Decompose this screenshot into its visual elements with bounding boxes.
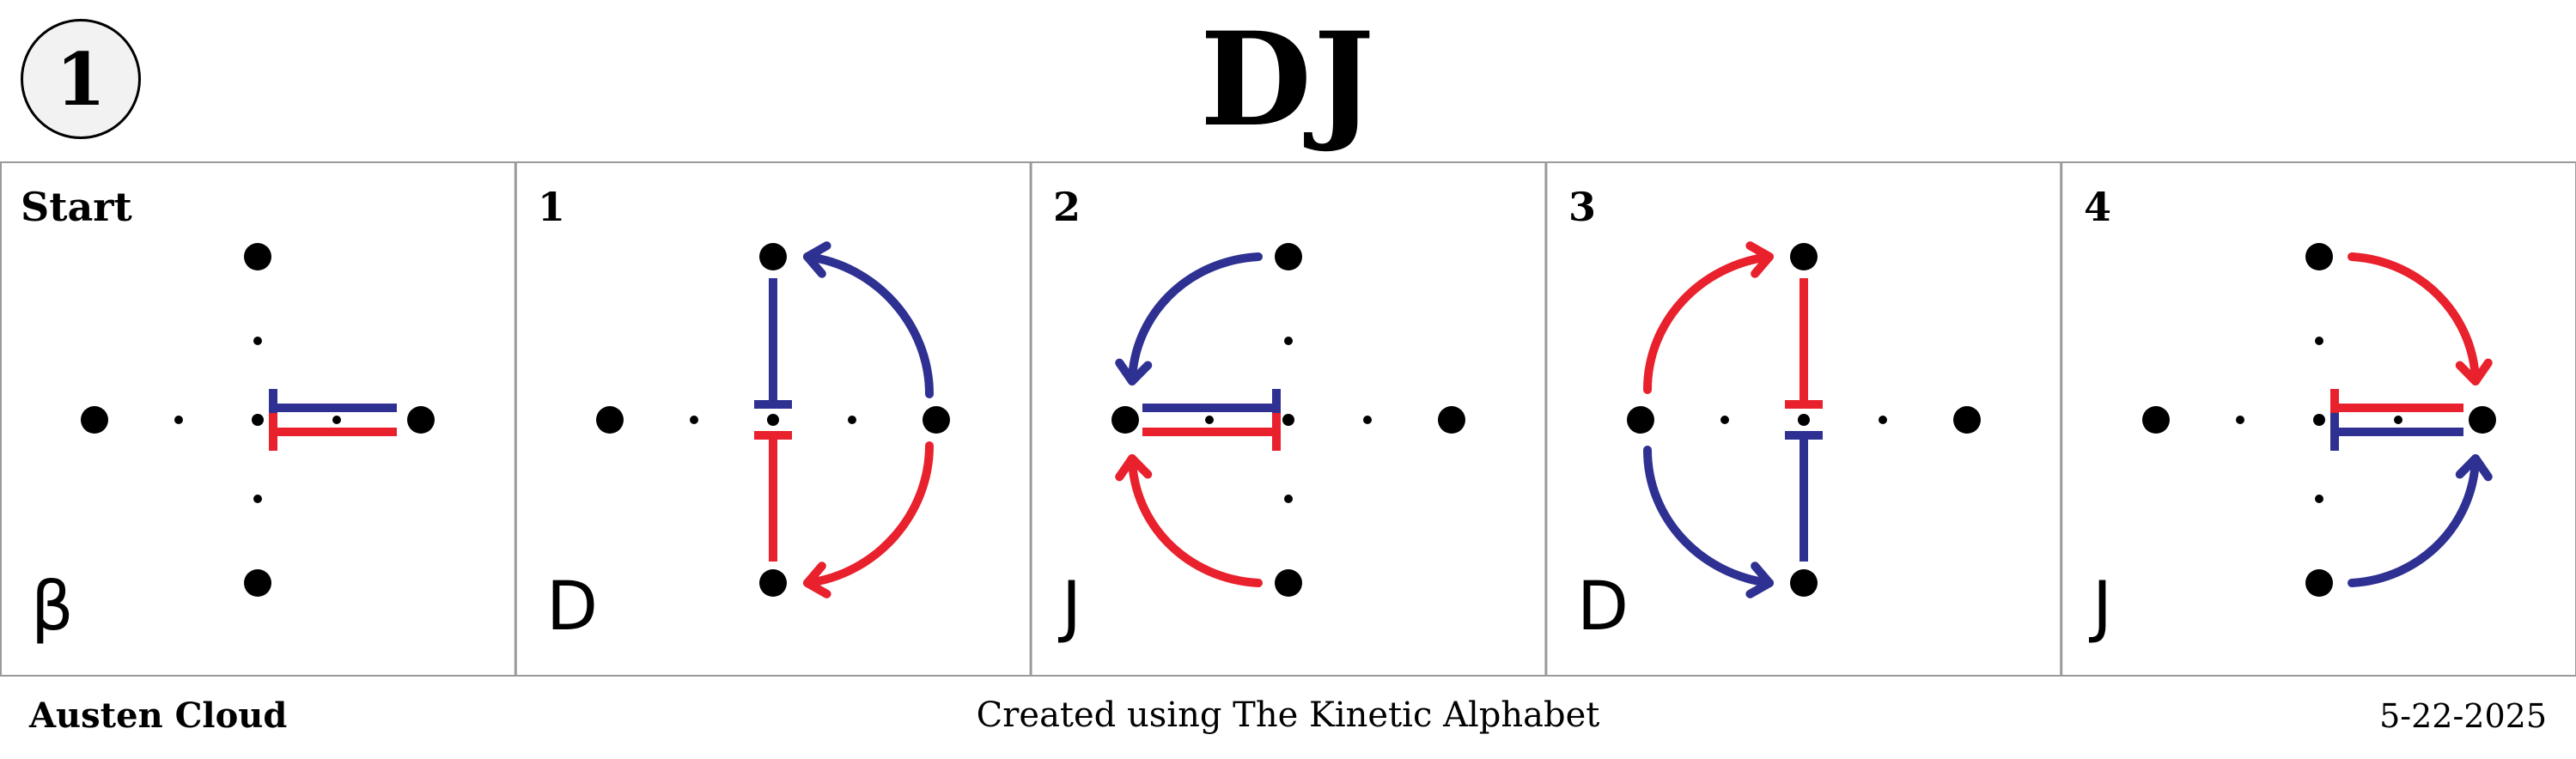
grid-center [252, 414, 264, 426]
panel-label-3: 3 [1568, 184, 1597, 230]
grid-subpoint [2236, 416, 2244, 424]
red-motion-arc [2348, 252, 2480, 386]
footer-date: 5-22-2025 [2379, 697, 2547, 735]
grid-center [1282, 414, 1294, 426]
footer-credit: Created using The Kinetic Alphabet [976, 695, 1600, 735]
grid-subpoint [174, 416, 183, 424]
grid-point [759, 569, 787, 597]
panel-frame-2 [1030, 161, 1547, 677]
grid-point [1438, 406, 1465, 434]
panel-strip: Start 1 2 3 4 β D J D J [0, 161, 2576, 678]
grid-subpoint [1284, 495, 1293, 503]
grid-subpoint [2315, 495, 2323, 503]
grid-subpoint [2394, 416, 2402, 424]
red-motion-arc [1643, 252, 1774, 394]
red-arrowhead [803, 562, 831, 598]
grid-subpoint [253, 495, 262, 503]
grid-subpoint [1879, 416, 1887, 424]
red-motion-arc [1128, 454, 1263, 587]
grid-point [1275, 243, 1302, 270]
grid-subpoint [690, 416, 698, 424]
panel-label-2: 2 [1053, 184, 1081, 230]
footer-author: Austen Cloud [29, 695, 288, 736]
grid-point [407, 406, 435, 434]
panel-label-start: Start [21, 184, 132, 230]
panel-letter-2: J [1062, 568, 1082, 646]
red-arrowhead [1115, 454, 1153, 482]
grid-subpoint [1205, 416, 1214, 424]
grid-point [1953, 406, 1981, 434]
panel-letter-3: D [1577, 568, 1629, 646]
grid-point [596, 406, 624, 434]
blue-arrowhead [2455, 454, 2493, 482]
grid-point [1790, 243, 1818, 270]
grid-point [2305, 243, 2333, 270]
grid-subpoint [848, 416, 856, 424]
step-badge: 1 [21, 19, 141, 139]
grid-point [2469, 406, 2496, 434]
grid-point [81, 406, 108, 434]
grid-point [923, 406, 950, 434]
diagram-canvas [0, 161, 2576, 677]
grid-subpoint [2315, 337, 2323, 345]
panel-label-1: 1 [538, 184, 566, 230]
grid-point [759, 243, 787, 270]
grid-center [1798, 414, 1810, 426]
grid-point [2305, 569, 2333, 597]
red-motion-arc [803, 441, 934, 587]
red-arrowhead [1745, 241, 1774, 278]
grid-subpoint [1284, 337, 1293, 345]
grid-subpoint [332, 416, 341, 424]
blue-arrowhead [1115, 358, 1153, 386]
grid-point [244, 243, 271, 270]
blue-motion-arc [803, 252, 934, 398]
grid-point [2142, 406, 2170, 434]
grid-point [1275, 569, 1302, 597]
grid-subpoint [1720, 416, 1729, 424]
blue-motion-arc [2348, 454, 2480, 587]
grid-subpoint [1363, 416, 1372, 424]
panel-frame-1 [515, 161, 1032, 677]
grid-point [1790, 569, 1818, 597]
grid-subpoint [253, 337, 262, 345]
grid-point [1627, 406, 1654, 434]
grid-point [244, 569, 271, 597]
blue-arrowhead [1745, 562, 1774, 598]
panel-letter-1: D [546, 568, 599, 646]
grid-point [1111, 406, 1139, 434]
blue-arrowhead [803, 241, 831, 278]
grid-center [2313, 414, 2325, 426]
panel-letter-start: β [31, 568, 74, 646]
page-title: DJ [1199, 4, 1377, 155]
grid-center [767, 414, 779, 426]
panel-letter-4: J [2092, 568, 2113, 646]
blue-motion-arc [1128, 252, 1263, 386]
blue-motion-arc [1643, 446, 1774, 587]
red-arrowhead [2455, 358, 2493, 386]
panel-label-4: 4 [2084, 184, 2112, 230]
